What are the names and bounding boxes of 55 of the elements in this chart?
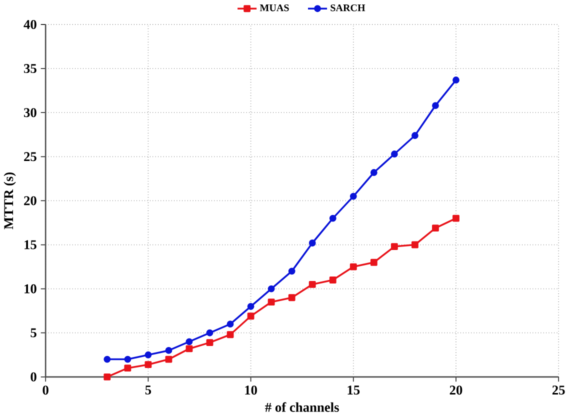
point: [350, 264, 357, 270]
point: [165, 356, 172, 363]
y-tick-label: 35: [24, 64, 36, 74]
point: [329, 215, 336, 222]
point: [206, 339, 214, 346]
point: [186, 345, 193, 352]
point: [288, 268, 296, 275]
point: [370, 259, 378, 266]
y-tick-label: 10: [24, 284, 36, 294]
y-tick-label: 20: [24, 196, 36, 206]
y-tick-label: 30: [24, 108, 36, 118]
y-tick-label: 5: [30, 328, 36, 338]
point: [165, 347, 172, 354]
x-tick-label: 15: [348, 386, 360, 395]
x-tick-label: 20: [450, 386, 462, 395]
x-tick-label: 25: [552, 386, 565, 395]
x-tick-label: 0: [42, 386, 48, 395]
point: [104, 356, 111, 363]
x-tick-label: 5: [145, 386, 152, 395]
point: [370, 169, 378, 176]
point: [268, 298, 275, 306]
point: [308, 281, 316, 288]
y-axis-title: MTTR (s): [4, 172, 16, 230]
point: [411, 132, 418, 140]
point: [329, 276, 336, 284]
x-tick-label: 10: [245, 386, 257, 395]
point: [226, 320, 234, 328]
point: [390, 150, 398, 158]
y-tick-label: 40: [24, 20, 36, 30]
y-tick-label: 25: [24, 152, 36, 162]
point: [432, 102, 439, 110]
point: [308, 240, 316, 247]
point: [186, 338, 193, 346]
point: [144, 352, 152, 359]
legend-label: MUAS: [260, 4, 289, 12]
point: [124, 356, 132, 363]
point: [432, 224, 439, 232]
point: [206, 330, 214, 337]
x-axis-title: # of channels: [265, 402, 339, 412]
point: [124, 364, 132, 372]
point: [226, 331, 234, 338]
point: [268, 286, 275, 292]
point: [247, 312, 254, 320]
point: [390, 243, 398, 250]
y-tick-label: 0: [30, 372, 36, 382]
legend-label: SARCH: [330, 4, 366, 12]
point: [144, 361, 152, 368]
point: [452, 76, 460, 84]
point: [288, 294, 296, 302]
y-tick-label: 15: [24, 240, 36, 250]
point: [247, 303, 254, 310]
point: [104, 374, 111, 381]
point: [411, 242, 418, 248]
point: [350, 193, 357, 200]
point: [452, 215, 460, 222]
